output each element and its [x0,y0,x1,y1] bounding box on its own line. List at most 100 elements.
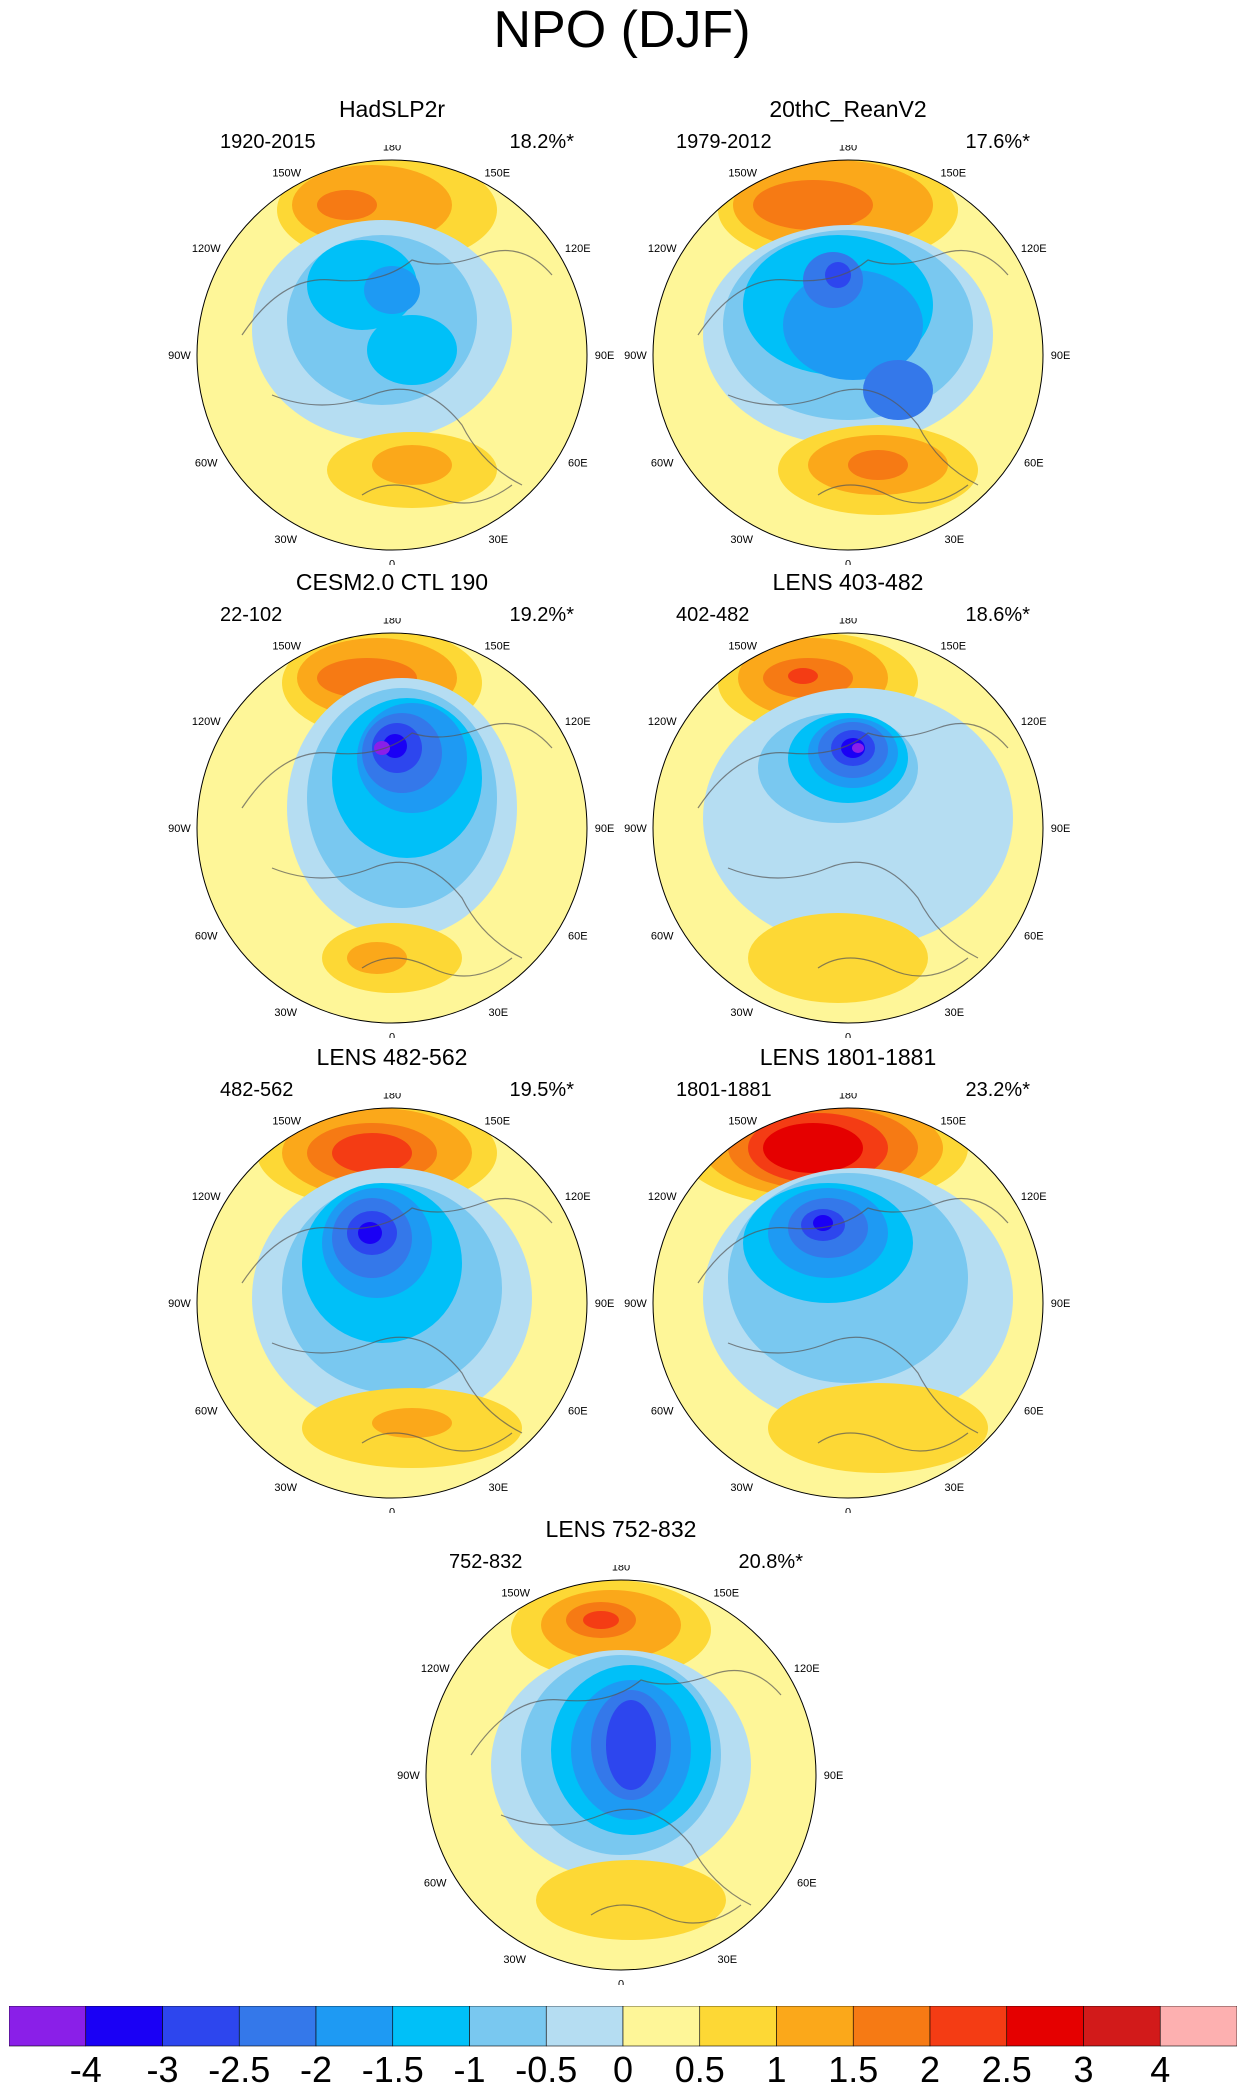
longitude-label: 90W [624,1298,647,1310]
longitude-label: 120E [794,1663,820,1675]
colorbar-tick-label: -2.5 [208,2049,270,2086]
colorbar-swatch [929,2006,1008,2047]
colorbar-tick-label: -1 [453,2049,485,2086]
longitude-label: 30E [944,1007,964,1019]
panel-title: HadSLP2r [338,96,446,122]
colorbar-tick-label: 1 [766,2049,786,2086]
longitude-label: 60W [195,1405,218,1417]
longitude-label: 150W [728,1116,757,1128]
colorbar-swatch [852,2006,931,2047]
longitude-label: 120E [1021,243,1047,255]
anomaly-contour [852,743,864,753]
longitude-label: 150W [728,641,757,653]
colorbar-swatch [776,2006,854,2047]
anomaly-contour [374,741,390,755]
longitude-label: 120E [565,716,591,728]
panel-title: LENS 482-562 [316,1044,468,1070]
coastline [241,1197,553,1452]
coastline [697,249,1009,504]
panel-years: 402-482 [676,604,750,626]
panel-title: CESM2.0 CTL 190 [295,569,489,595]
longitude-label: 30E [717,1954,737,1966]
longitude-label: 90W [168,1298,191,1310]
colorbar-tick-label: 4 [1150,2049,1170,2086]
anomaly-contour [317,190,377,220]
coastline [697,722,1009,977]
map-panel-cesm-ctl: CESM2.0 CTL 190 22-102 19.2%* 180 150W 150E 12… [162,568,622,1038]
panel-title: LENS 1801-1881 [759,1044,937,1070]
figure-title: NPO (DJF) [493,1,751,59]
longitude-label: 0 [845,1507,851,1513]
longitude-label: 30E [488,1482,508,1494]
colorbar-swatch [1159,2006,1237,2047]
colorbar-swatch [469,2006,547,2047]
longitude-label: 150E [484,168,510,180]
colorbar-tick-label: -2 [300,2049,332,2086]
panel-title: LENS 403-482 [772,569,924,595]
longitude-label: 90W [168,350,191,362]
anomaly-contour [863,360,933,420]
longitude-label: 0 [389,1032,395,1038]
longitude-label: 150W [272,1116,301,1128]
longitude-label: 60E [1024,930,1044,942]
longitude-label: 90W [624,823,647,835]
longitude-label: 180 [383,145,401,153]
longitude-label: 150E [940,168,966,180]
colorbar-tick-label: 2 [920,2049,940,2086]
map-panel-lens-752: LENS 752-832 752-832 20.8%* 180 150W 150E 120W… [391,1515,851,1985]
map-border [652,632,1044,1024]
panel-years: 22-102 [220,604,283,626]
colorbar-swatch [238,2006,317,2047]
panel-years: 1920-2015 [220,131,316,153]
longitude-label: 30W [730,1007,753,1019]
colorbar-swatch [1006,2006,1084,2047]
longitude-label: 120W [648,1191,677,1203]
colorbar-swatch [85,2006,163,2047]
panel-variance: 17.6%* [965,131,1031,153]
panel-variance: 19.5%* [509,1079,575,1101]
polar-map: 180 150W 150E 120W 120E 90W 90E 60W 60E 30W 30E 0 [624,145,1070,565]
longitude-label: 150E [713,1588,739,1600]
colorbar-swatch [622,2006,701,2047]
longitude-label: 60W [651,1405,674,1417]
longitude-label: 0 [618,1979,624,1985]
polar-map: 180 150W 150E 120W 120E 90W 90E 60W 60E 30W 30E 0 [168,145,614,565]
longitude-label: 180 [383,618,401,626]
longitude-label: 30W [274,1482,297,1494]
longitude-label: 60E [568,930,588,942]
longitude-label: 180 [383,1093,401,1101]
longitude-label: 60W [424,1877,447,1889]
polar-map: 180 150W 150E 120W 120E 90W 90E 60W 60E 30W 30E 0 [397,1565,843,1985]
longitude-label: 150W [272,168,301,180]
longitude-label: 30E [488,534,508,546]
longitude-label: 60W [651,930,674,942]
polar-map: 180 150W 150E 120W 120E 90W 90E 60W 60E 30W 30E 0 [624,618,1070,1038]
map-border [652,1107,1044,1499]
anomaly-contour [364,266,420,314]
anomaly-contour [825,262,851,288]
anomaly-contour [372,1408,452,1438]
panel-years: 1979-2012 [676,131,772,153]
colorbar-swatch [392,2006,470,2047]
longitude-label: 60E [568,1405,588,1417]
panel-variance: 23.2%* [965,1079,1031,1101]
map-border [652,159,1044,551]
colorbar-tick-label: 1.5 [828,2049,878,2086]
anomaly-contour [763,1123,863,1173]
longitude-label: 120W [421,1663,450,1675]
longitude-label: 120W [192,243,221,255]
longitude-label: 90W [168,823,191,835]
longitude-label: 120E [565,243,591,255]
colorbar-tick-label: 0 [613,2049,633,2086]
longitude-label: 0 [389,559,395,565]
longitude-label: 0 [389,1507,395,1513]
longitude-label: 180 [839,145,857,153]
polar-map: 180 150W 150E 120W 120E 90W 90E 60W 60E 30W 30E 0 [624,1093,1070,1513]
longitude-label: 120E [1021,1191,1047,1203]
anomaly-contour [848,450,908,480]
longitude-label: 30W [503,1954,526,1966]
longitude-label: 180 [612,1565,630,1573]
panel-variance: 20.8%* [738,1551,804,1573]
anomaly-contour [347,942,407,974]
longitude-label: 60E [568,457,588,469]
